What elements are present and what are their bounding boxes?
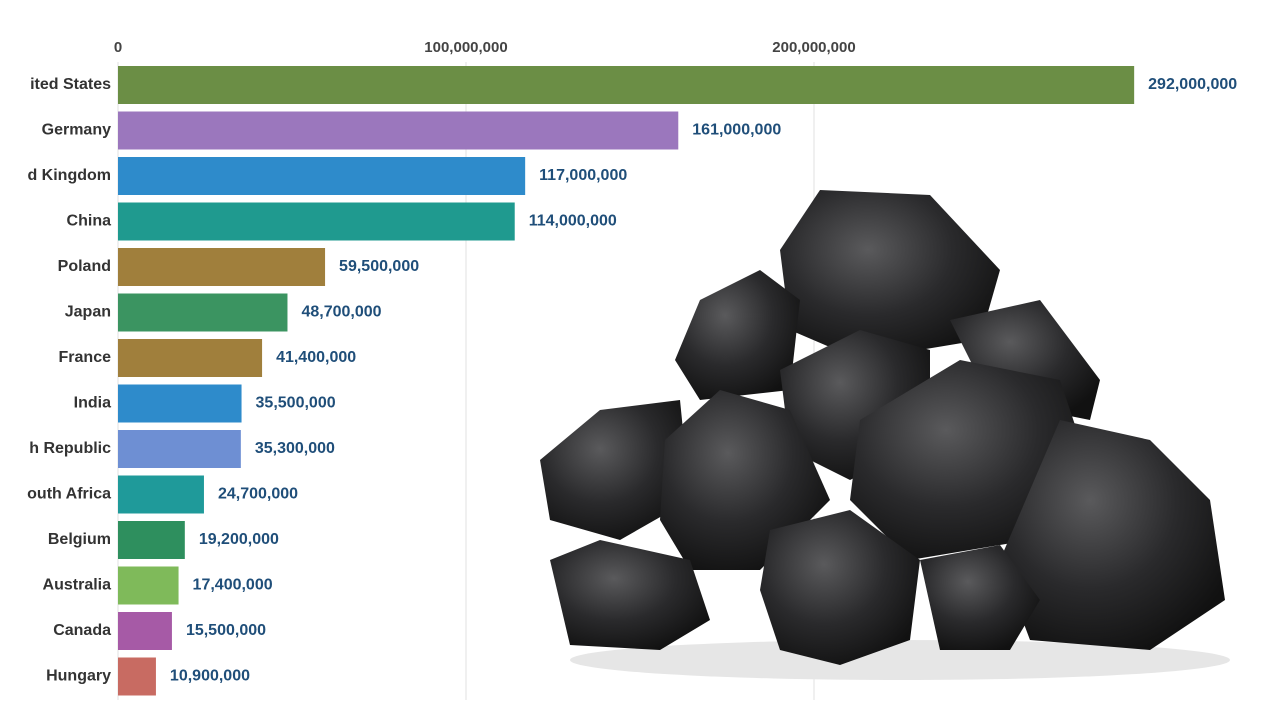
bars: ited States 292,000,000 Germany 161,000,000…: [27, 66, 1237, 696]
value-label: 15,500,000: [186, 622, 266, 639]
value-label: 17,400,000: [193, 577, 273, 594]
bar: [118, 566, 179, 605]
value-label: 114,000,000: [529, 213, 617, 230]
value-label: 59,500,000: [339, 258, 419, 275]
value-label: 48,700,000: [301, 304, 381, 321]
bar: [118, 430, 241, 468]
value-label: 35,300,000: [255, 440, 335, 457]
category-label: India: [74, 395, 111, 412]
category-label: ited States: [30, 76, 111, 93]
x-tick-label: 100,000,000: [424, 39, 507, 56]
coal-image: [540, 190, 1230, 680]
value-label: 24,700,000: [218, 486, 298, 503]
category-label: France: [59, 349, 112, 366]
bar: [118, 66, 1135, 104]
value-label: 292,000,000: [1148, 76, 1237, 93]
bar: [118, 202, 515, 241]
category-label: Australia: [43, 577, 112, 594]
value-label: 19,200,000: [199, 531, 279, 548]
bar: [118, 612, 172, 650]
value-label: 10,900,000: [170, 668, 250, 685]
category-label: Japan: [65, 304, 111, 321]
category-label: Belgium: [48, 531, 111, 548]
bar: [118, 111, 679, 150]
category-label: d Kingdom: [27, 167, 111, 184]
category-label: h Republic: [29, 440, 111, 457]
bar: [118, 293, 288, 332]
x-tick-label: 200,000,000: [772, 39, 855, 56]
bar: [118, 475, 204, 514]
category-label: outh Africa: [27, 486, 111, 503]
bar: [118, 248, 326, 286]
bar: [118, 384, 242, 423]
value-label: 117,000,000: [539, 167, 627, 184]
category-label: Germany: [42, 122, 111, 139]
category-label: Hungary: [46, 668, 111, 685]
category-label: Canada: [53, 622, 111, 639]
bar: [118, 521, 185, 559]
bar: [118, 157, 526, 195]
x-tick-label: 0: [114, 39, 122, 56]
value-label: 35,500,000: [256, 395, 336, 412]
category-label: Poland: [58, 258, 111, 275]
value-label: 161,000,000: [692, 122, 781, 139]
bar: [118, 339, 263, 377]
category-label: China: [67, 213, 112, 230]
bar: [118, 657, 156, 696]
value-label: 41,400,000: [276, 349, 356, 366]
